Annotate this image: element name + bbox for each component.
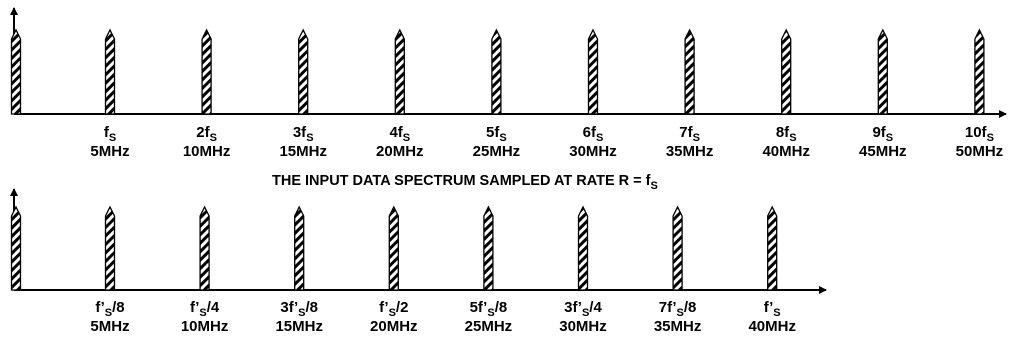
top-label-9-symbol: 9fS (872, 124, 893, 144)
bottom-label-4-frequency: 20MHz (370, 318, 418, 335)
top-spike-dc (10, 28, 22, 115)
top-label-7-frequency: 35MHz (666, 143, 714, 160)
top-label-9-frequency: 45MHz (859, 143, 907, 160)
top-spike-4 (394, 28, 405, 115)
top-label-10-frequency: 50MHz (956, 143, 1004, 160)
top-spike-3 (298, 28, 309, 115)
bottom-label-1-frequency: 5MHz (90, 318, 129, 335)
top-label-1-symbol: fS (104, 124, 116, 144)
top-label-2-frequency: 10MHz (183, 143, 231, 160)
bottom-label-1-symbol: f’S/8 (95, 299, 124, 319)
top-spike-9 (877, 28, 888, 115)
top-spike-5 (491, 28, 502, 115)
bottom-label-3-frequency: 15MHz (275, 318, 323, 335)
bottom-spike-1 (104, 205, 116, 291)
bottom-label-8-frequency: 40MHz (748, 318, 796, 335)
top-label-6-frequency: 30MHz (569, 143, 617, 160)
top-spike-7 (684, 28, 695, 115)
top-spike-10 (974, 28, 985, 115)
bottom-label-7-symbol: 7f’S/8 (659, 299, 697, 319)
top-spike-2 (201, 28, 212, 115)
top-spike-1 (104, 28, 116, 115)
bottom-spike-8 (767, 205, 778, 291)
bottom-label-2-frequency: 10MHz (181, 318, 229, 335)
top-label-8-symbol: 8fS (776, 124, 797, 144)
bottom-label-5-symbol: 5f’S/8 (470, 299, 508, 319)
top-label-3-symbol: 3fS (293, 124, 314, 144)
top-spikes (10, 28, 985, 115)
bottom-label-6-frequency: 30MHz (559, 318, 607, 335)
top-label-4-symbol: 4fS (389, 124, 410, 144)
top-spectrum-caption: THE INPUT DATA SPECTRUM SAMPLED AT RATE … (272, 173, 658, 192)
bottom-label-2-symbol: f’S/4 (190, 299, 220, 319)
bottom-spike-2 (199, 205, 210, 291)
top-label-5-frequency: 25MHz (473, 143, 521, 160)
top-label-2-symbol: 2fS (196, 124, 217, 144)
bottom-spike-6 (577, 205, 589, 291)
top-label-4-frequency: 20MHz (376, 143, 424, 160)
top-label-1-frequency: 5MHz (90, 143, 129, 160)
top-label-6-symbol: 6fS (583, 124, 604, 144)
bottom-spike-7 (672, 205, 683, 291)
bottom-spike-3 (294, 205, 305, 291)
top-spike-8 (781, 28, 792, 115)
top-label-10-symbol: 10fS (965, 124, 994, 144)
bottom-label-6-symbol: 3f’S/4 (564, 299, 602, 319)
top-label-7-symbol: 7fS (679, 124, 700, 144)
bottom-spike-4 (388, 205, 399, 291)
top-label-5-symbol: 5fS (486, 124, 507, 144)
bottom-label-7-frequency: 35MHz (654, 318, 702, 335)
bottom-label-5-frequency: 25MHz (465, 318, 513, 335)
top-spike-6 (587, 28, 599, 115)
top-label-3-frequency: 15MHz (279, 143, 327, 160)
bottom-spike-dc (10, 205, 22, 291)
bottom-label-3-symbol: 3f’S/8 (280, 299, 318, 319)
bottom-spike-5 (483, 205, 494, 291)
top-label-8-frequency: 40MHz (762, 143, 810, 160)
bottom-label-4-symbol: f’S/2 (379, 299, 408, 319)
bottom-label-8-symbol: f’S (764, 299, 781, 319)
bottom-spikes (10, 205, 778, 291)
